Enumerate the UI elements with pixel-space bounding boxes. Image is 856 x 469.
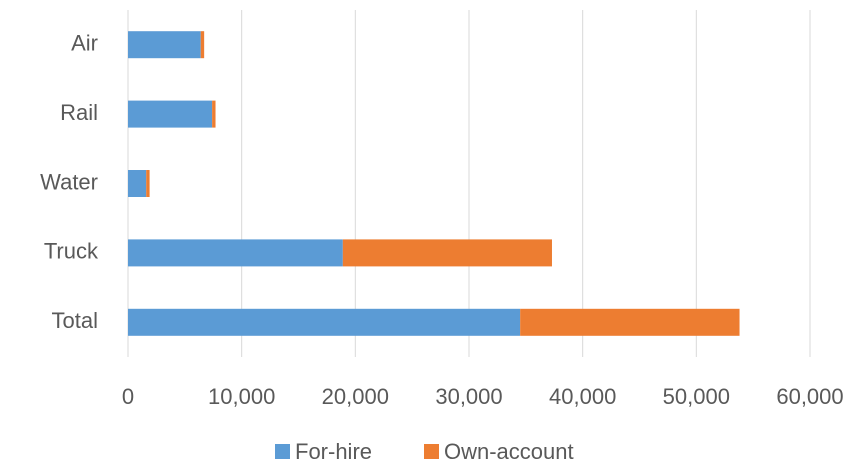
x-tick-label: 60,000 [776,384,843,409]
x-tick-label: 10,000 [208,384,275,409]
x-tick-label: 20,000 [322,384,389,409]
bar-segment [128,308,521,336]
y-tick-label: Air [71,31,98,56]
bar-segment [128,31,201,59]
bar-segment [146,170,150,197]
bar-segment [212,100,216,128]
y-tick-label: Water [40,169,98,194]
x-tick-label: 50,000 [663,384,730,409]
bar-segment [128,100,213,128]
legend-label: For-hire [295,439,372,464]
bar-segment [128,170,147,197]
legend-swatch [275,444,290,459]
bar-segment [342,239,552,267]
legend-label: Own-account [444,439,574,464]
x-tick-label: 40,000 [549,384,616,409]
y-tick-label: Rail [60,100,98,125]
bar-segment [200,31,205,59]
bar-segment [520,308,740,336]
y-tick-label: Truck [44,239,99,264]
x-tick-label: 30,000 [435,384,502,409]
y-tick-label: Total [52,308,98,333]
legend-swatch [424,444,439,459]
bar-segment [128,239,343,267]
x-tick-label: 0 [122,384,134,409]
